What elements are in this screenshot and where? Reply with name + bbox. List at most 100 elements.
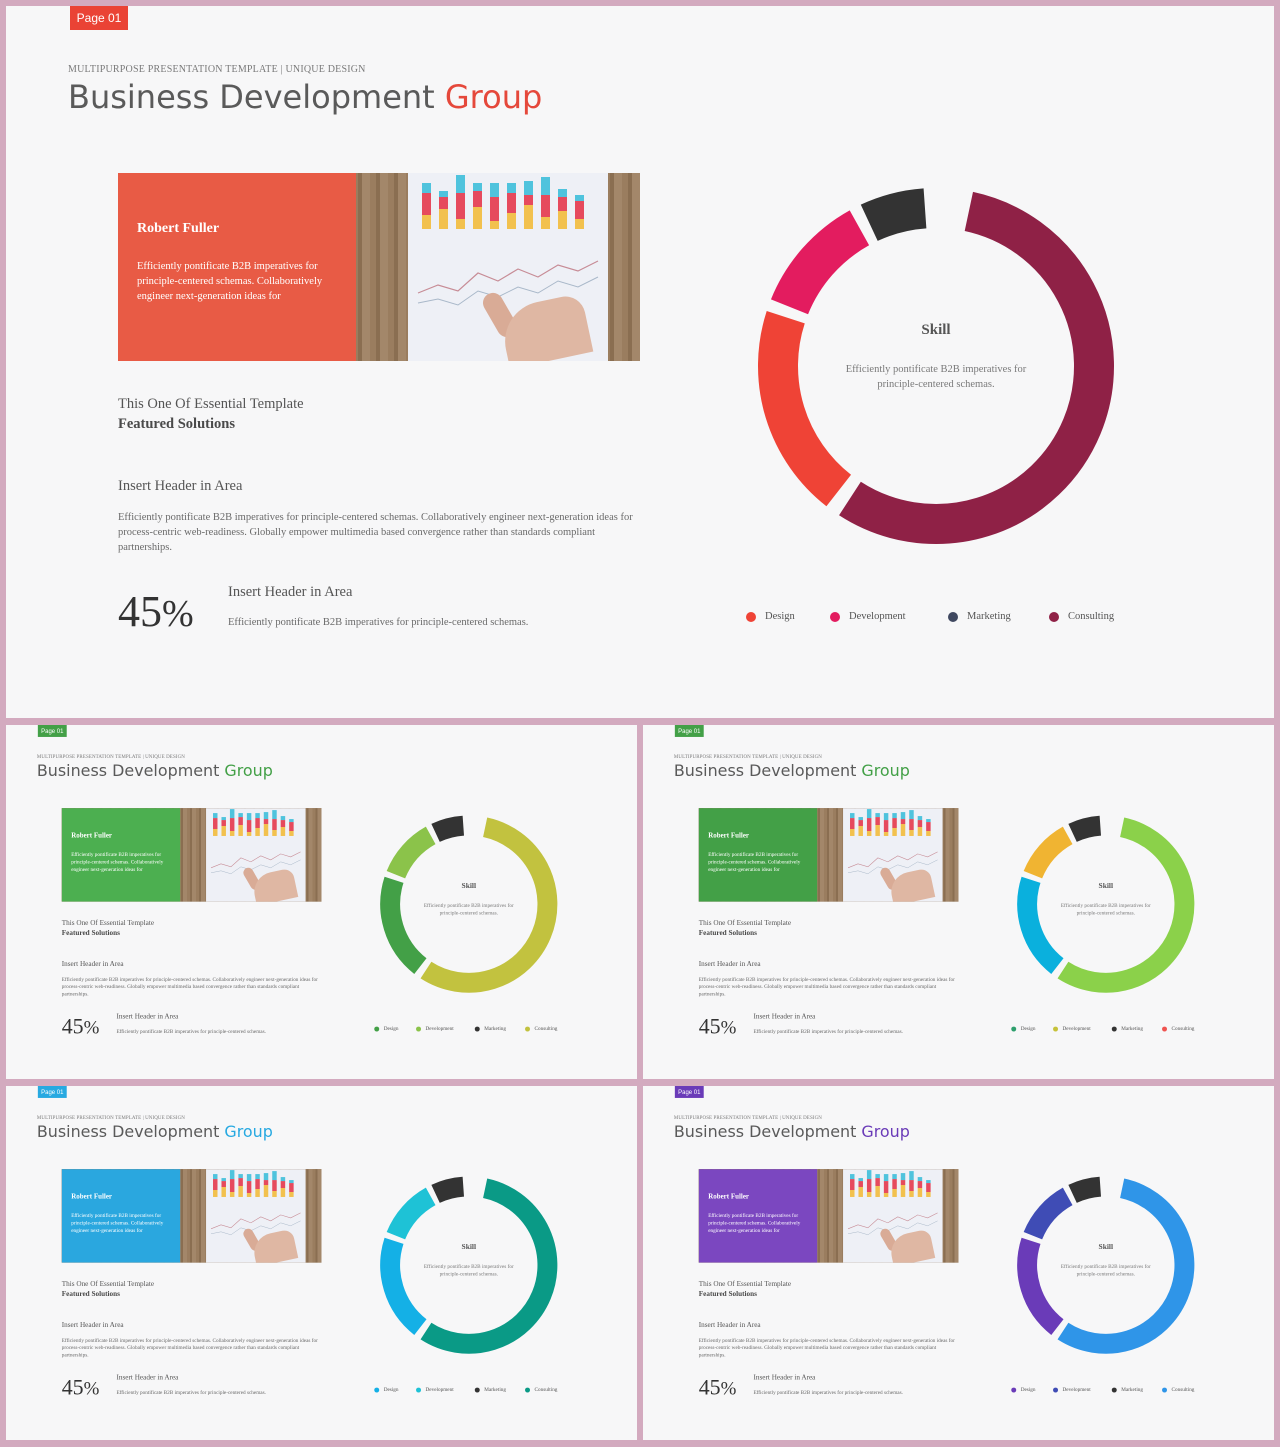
section-subheading: Featured Solutions [698,929,757,937]
insert-header: Insert Header in Area [118,478,243,494]
paper-bar [507,183,516,193]
legend-development: Development [830,611,906,622]
paper-bar [229,1170,235,1180]
paper-bar [558,211,567,229]
paper-bar [892,813,897,819]
slide-thumbnail-green-1[interactable]: Page 01 MULTIPURPOSE PRESENTATION TEMPLA… [6,725,637,1079]
paper-bar [280,1188,286,1197]
paper-bar [289,1183,294,1192]
report-paper [843,808,943,902]
paper-bar [875,1178,880,1187]
feature-image: Robert Fuller Efficiently pontificate B2… [118,173,640,361]
donut-center-text: Efficiently pontificate B2B imperatives … [845,364,1027,390]
title-main: Business Development [673,760,857,780]
slide-thumbnail-green-2[interactable]: Page 01 MULTIPURPOSE PRESENTATION TEMPLA… [643,725,1274,1079]
paper-bar [490,221,499,229]
paper-bar [900,1173,906,1181]
page-badge: Page 01 [674,1086,704,1098]
paper-bar [272,819,277,831]
slide-subtitle: MULTIPURPOSE PRESENTATION TEMPLATE | UNI… [36,1114,185,1121]
development-segment [770,210,870,315]
paper-bar [926,822,931,831]
section-heading: This One Of Essential Template [61,919,155,928]
paper-bar [875,813,880,818]
paper-bar [263,824,269,836]
slide-thumbnail-blue[interactable]: Page 01 MULTIPURPOSE PRESENTATION TEMPLA… [6,1086,637,1440]
paper-bar [875,825,880,836]
paper-bar [246,820,252,832]
body-text-2: Efficiently pontificate B2B imperatives … [116,1029,266,1035]
paper-bar [883,1181,889,1193]
page-badge: Page 01 [37,725,67,737]
consulting-segment [839,191,1114,544]
paper-bar [917,1181,923,1189]
legend-dot [1111,1026,1117,1032]
percent-symbol: % [162,593,194,635]
paper-bar [917,1177,923,1182]
slide-large[interactable]: Page 01 MULTIPURPOSE PRESENTATION TEMPLA… [6,6,1274,718]
paper-bar [909,1171,914,1181]
section-heading: This One Of Essential Template [61,1280,155,1289]
paper-bar [866,1179,872,1192]
consulting-segment [420,1178,558,1354]
legend-design: Design [374,1026,399,1032]
paper-bar [255,1179,260,1190]
legend-consulting: Consulting [1162,1387,1194,1393]
paper-bar [490,197,499,221]
paper-bar [575,195,584,201]
legend-label: Marketing [484,1026,506,1032]
insert-header-2: Insert Header in Area [116,1373,179,1382]
slide-thumbnail-purple[interactable]: Page 01 MULTIPURPOSE PRESENTATION TEMPLA… [643,1086,1274,1440]
legend-development: Development [1053,1026,1091,1032]
paper-bar [524,181,533,195]
skill-donut-chart [1017,815,1195,993]
paper-bar [909,810,914,820]
mini-bar-chart-graphic [210,809,301,875]
paper-bar [575,219,584,229]
slide-subtitle: MULTIPURPOSE PRESENTATION TEMPLATE | UNI… [673,1114,822,1121]
paper-bar [238,813,243,818]
paper-line [210,851,301,869]
consulting-segment [1057,817,1195,993]
paper-bar [439,209,448,229]
paper-bar [246,831,252,836]
paper-bar [272,1191,277,1197]
legend-label: Consulting [534,1387,558,1393]
feature-image: Robert Fuller Efficiently pontificate B2… [61,808,322,902]
paper-bar [289,830,294,836]
legend-label: Design [1020,1026,1036,1032]
donut-center-text: Efficiently pontificate B2B imperatives … [423,903,514,917]
paper-bar [900,1180,906,1186]
paper-bar [917,820,923,828]
paper-bar [917,827,923,836]
legend-design: Design [746,611,795,622]
paper-bar [541,217,550,229]
paper-bar [473,183,482,191]
paper-bar [263,819,269,825]
legend-dot [1011,1387,1017,1393]
paper-bar [213,1174,218,1180]
card-name: Robert Fuller [71,1192,113,1201]
paper-bar [900,1185,906,1197]
legend-marketing: Marketing [1111,1387,1143,1393]
paper-bar [280,816,286,821]
title-main: Business Development [36,760,220,780]
paper-bar [238,1178,243,1187]
title-main: Business Development [36,1121,220,1141]
paper-bar [229,1179,235,1192]
paper-bar [866,809,872,819]
paper-bar [866,818,872,831]
mini-bar-chart-graphic [847,809,938,875]
legend-dot [830,611,840,622]
paper-bar [892,1174,897,1180]
donut-center-text: Efficiently pontificate B2B imperatives … [1060,1264,1151,1278]
development-segment [386,826,436,879]
design-segment [1017,876,1064,974]
development-segment [1023,826,1073,879]
paper-bar [229,1191,235,1197]
donut-center-title: Skill [461,1243,477,1252]
card-text: Efficiently pontificate B2B imperatives … [71,851,164,873]
paper-bar [289,819,294,823]
legend-label: Development [1062,1387,1091,1393]
skill-donut-chart [1017,1176,1195,1354]
